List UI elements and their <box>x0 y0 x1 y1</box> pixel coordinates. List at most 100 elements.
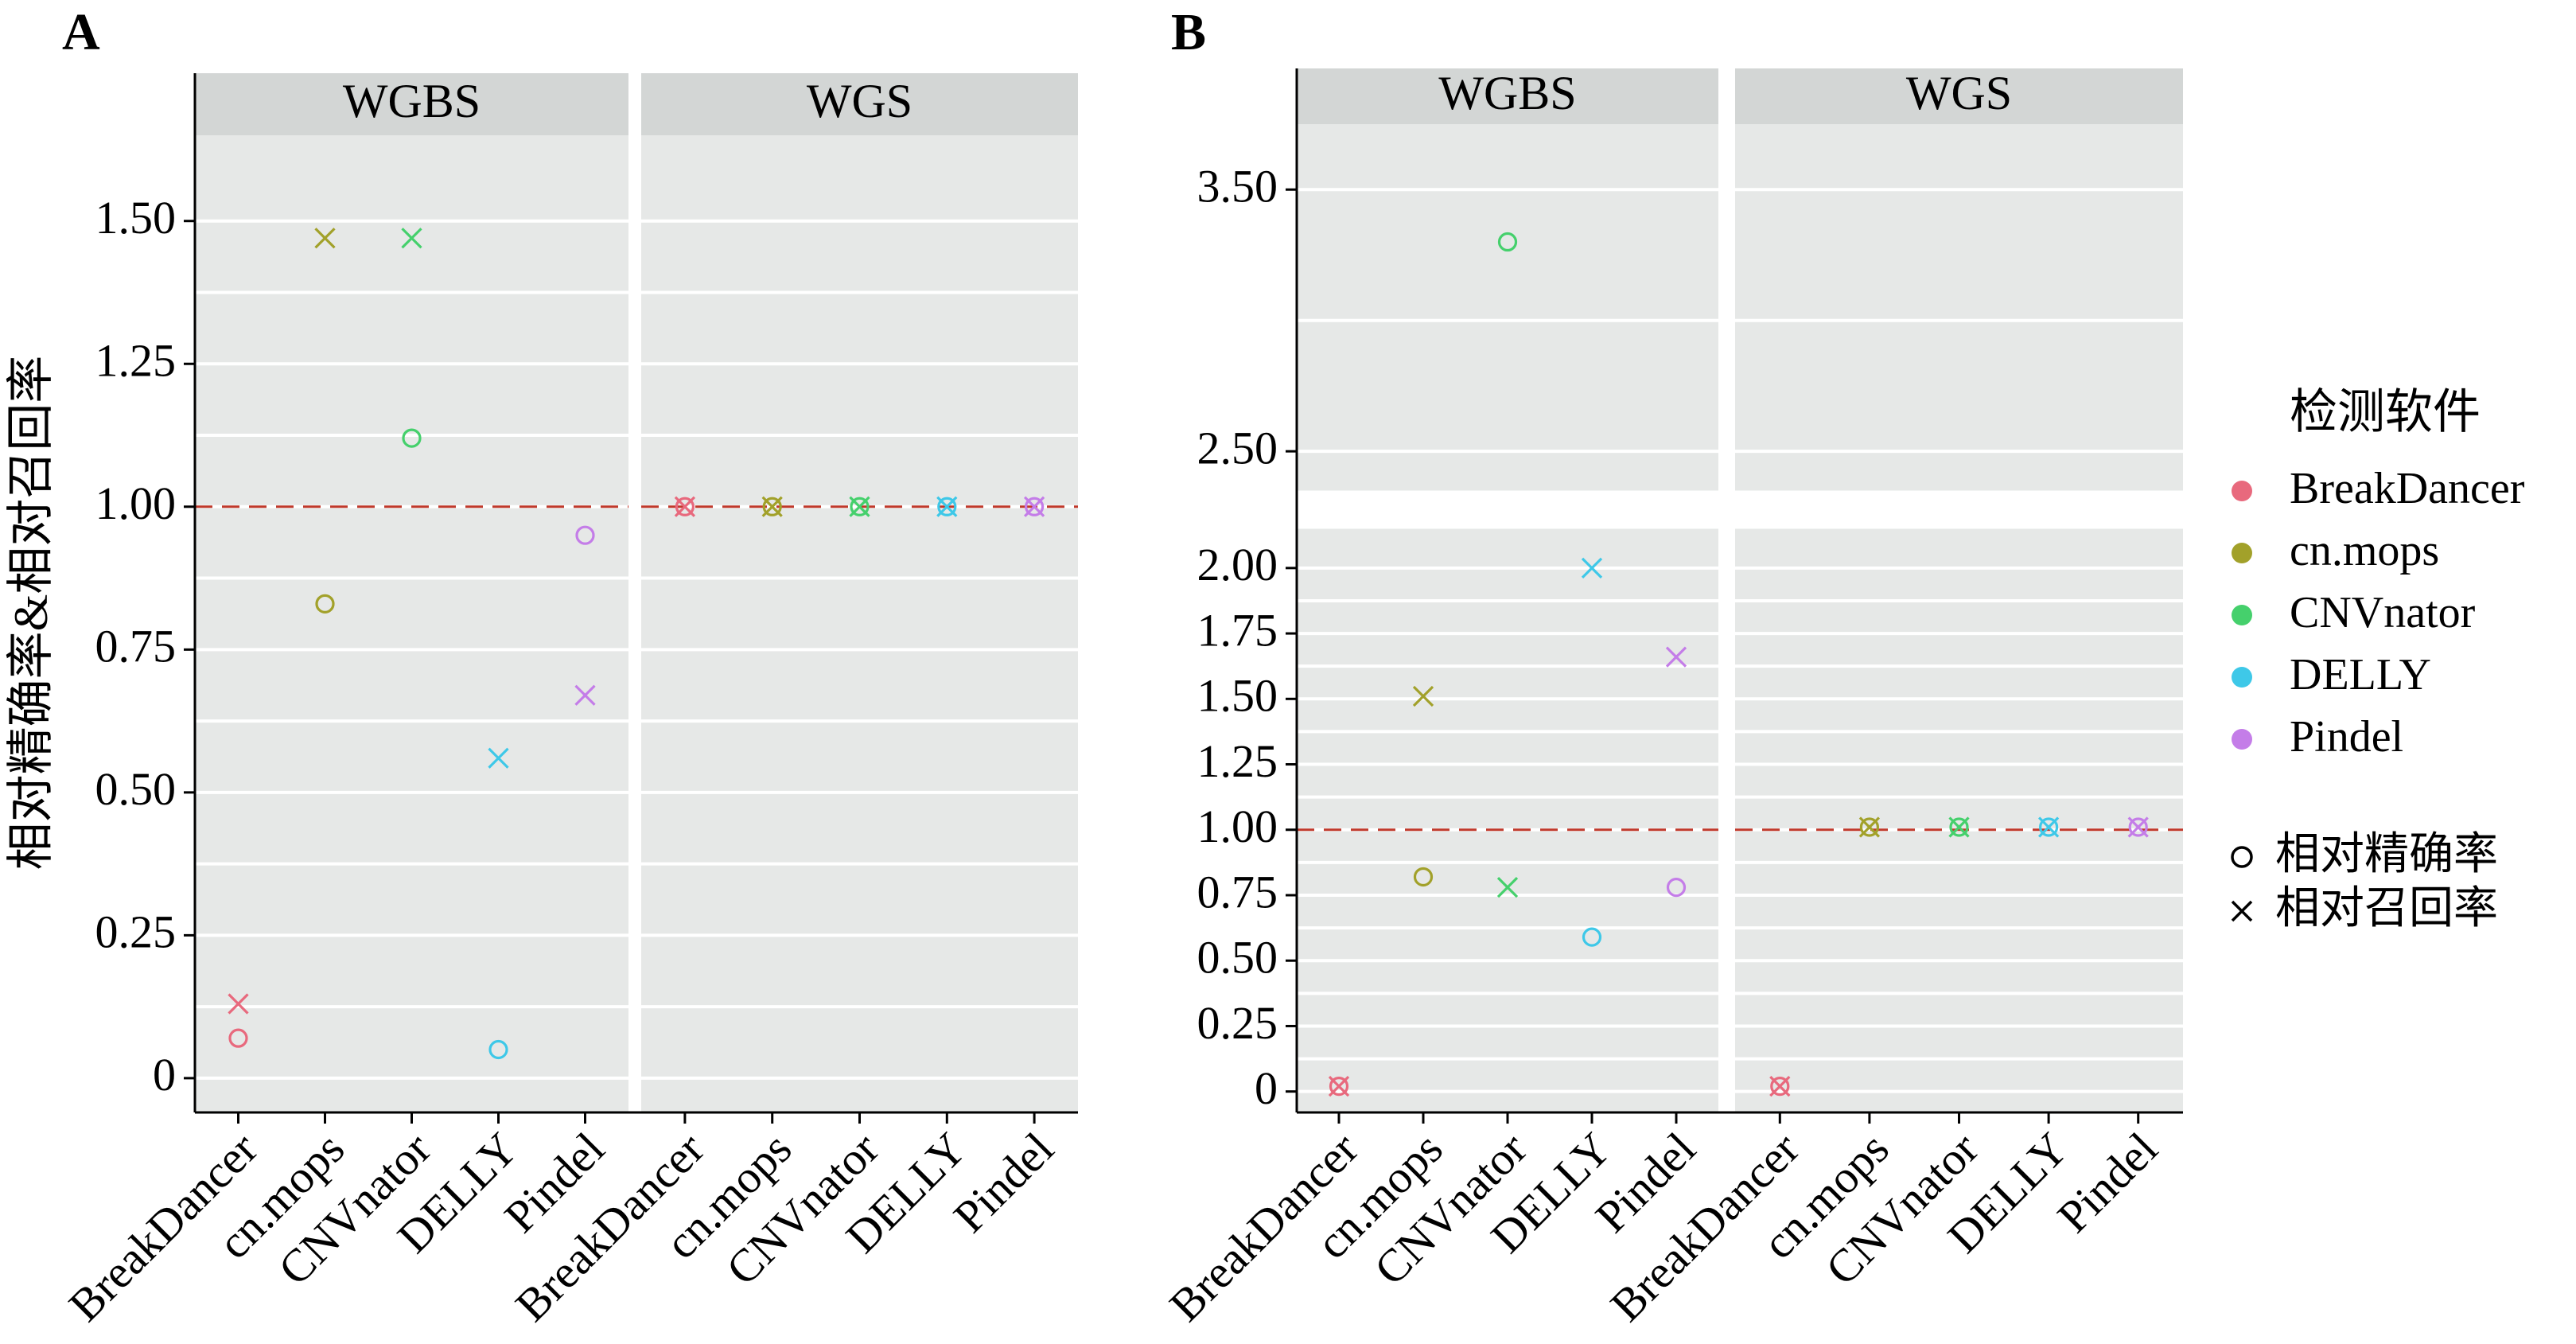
legend-label: cn.mops <box>2290 526 2439 575</box>
facet-label-wgs: WGS <box>807 75 912 127</box>
facet-strip <box>1297 68 1718 124</box>
legend-item-cnvnator: CNVnator <box>2232 588 2476 637</box>
precision-point-cnmops <box>315 594 335 614</box>
recall-cross-stroke <box>314 228 336 249</box>
recall-cross-stroke <box>936 496 958 517</box>
recall-point-breakdancer <box>674 496 696 517</box>
recall-cross-stroke <box>488 747 509 769</box>
facet-strip <box>195 73 628 135</box>
legend-metric-circle: 相对精确率 <box>2231 830 2498 879</box>
precision-point-breakdancer <box>1329 1077 1349 1097</box>
y-tick-label: 1.00 <box>95 477 177 529</box>
recall-cross-stroke <box>1412 685 1434 707</box>
recall-point-cnmops <box>1858 816 1881 838</box>
legend-cross-marker <box>2231 900 2253 922</box>
legend-metric-label: 相对召回率 <box>2275 884 2498 933</box>
y-tick-label: 2.50 <box>1197 422 1278 473</box>
recall-point-pindel <box>1023 496 1045 517</box>
recall-cross-stroke <box>1328 1075 1350 1097</box>
recall-cross-stroke <box>1496 876 1519 898</box>
panel-a: WGBSBreakDancercn.mopsCNVnatorDELLYPinde… <box>59 73 1078 1331</box>
recall-cross-stroke <box>1023 496 1045 517</box>
legend-swatch <box>2232 481 2252 501</box>
precision-point-breakdancer <box>228 1028 248 1048</box>
facet-separator <box>628 73 641 1112</box>
recall-point-breakdancer <box>1328 1075 1350 1097</box>
panel-letter-b: B <box>1171 3 1206 61</box>
y-tick-label: 0 <box>153 1049 176 1101</box>
facet-label-wgs: WGS <box>1906 67 2012 119</box>
precision-point-delly <box>2039 817 2059 837</box>
y-tick-label: 1.25 <box>95 335 177 387</box>
precision-point-cnvnator <box>402 428 422 448</box>
recall-point-pindel <box>574 684 596 706</box>
recall-point-pindel <box>1665 646 1687 668</box>
y-tick-label: 1.00 <box>1197 801 1278 852</box>
legend-circle-marker <box>2231 846 2253 868</box>
y-tick-label: 1.25 <box>1197 735 1278 787</box>
precision-point-pindel <box>2128 817 2148 837</box>
recall-cross-stroke <box>1769 1075 1791 1097</box>
y-tick-label: 0.50 <box>95 763 177 815</box>
recall-cross-stroke <box>1581 557 1603 579</box>
y-tick-label: 1.50 <box>1197 670 1278 722</box>
recall-point-breakdancer <box>1769 1075 1791 1097</box>
recall-cross-stroke <box>228 993 249 1015</box>
y-tick-label: 0.25 <box>95 906 177 958</box>
legend-metric-cross: 相对召回率 <box>2231 884 2498 933</box>
y-tick-label: 0.50 <box>1197 932 1278 984</box>
legend-item-breakdancer: BreakDancer <box>2232 464 2525 513</box>
legend-label: Pindel <box>2290 712 2403 762</box>
precision-point-delly <box>488 1039 508 1060</box>
recall-point-delly <box>2037 816 2060 838</box>
precision-point-delly <box>937 497 957 516</box>
recall-cross-stroke <box>1858 816 1881 838</box>
legend-swatch <box>2232 605 2252 625</box>
recall-point-cnmops <box>314 228 336 249</box>
recall-point-cnvnator <box>401 228 422 249</box>
facet-strip <box>641 73 1078 135</box>
legend-item-cnmops: cn.mops <box>2232 526 2439 575</box>
legend-metric-label: 相对精确率 <box>2275 830 2498 879</box>
precision-point-delly <box>1582 927 1602 947</box>
recall-point-cnmops <box>761 496 783 517</box>
precision-point-breakdancer <box>675 497 695 516</box>
precision-point-cnvnator <box>1949 817 1969 837</box>
facet-label-wgbs: WGBS <box>343 75 481 127</box>
y-tick-label: 1.75 <box>1197 604 1278 656</box>
legend-item-delly: DELLY <box>2232 650 2431 699</box>
precision-point-pindel <box>1024 497 1045 516</box>
x-tick-label: Pindel <box>944 1123 1064 1243</box>
recall-cross-stroke <box>574 684 596 706</box>
recall-point-cnvnator <box>849 496 870 517</box>
facet-background <box>1735 68 2183 1112</box>
facet-strip <box>1735 68 2183 124</box>
recall-cross-stroke <box>1665 646 1687 668</box>
axis-break <box>1297 490 1718 529</box>
recall-point-pindel <box>2127 816 2149 838</box>
legend-label: BreakDancer <box>2290 464 2525 513</box>
recall-cross-stroke <box>761 496 783 517</box>
panel-letter-a: A <box>62 3 100 61</box>
recall-point-delly <box>488 747 509 769</box>
precision-point-cnvnator <box>1497 232 1518 252</box>
y-tick-label: 1.50 <box>95 192 177 243</box>
y-tick-label: 3.50 <box>1197 161 1278 212</box>
facet-label-wgbs: WGBS <box>1438 67 1576 119</box>
recall-point-cnmops <box>1412 685 1434 707</box>
precision-point-breakdancer <box>1770 1077 1790 1097</box>
legend-title: 检测软件 <box>2290 386 2481 438</box>
precision-point-cnmops <box>1413 867 1434 887</box>
y-tick-label: 0.25 <box>1197 997 1278 1049</box>
precision-point-cnmops <box>1859 817 1879 837</box>
recall-cross-stroke <box>674 496 696 517</box>
recall-point-delly <box>936 496 958 517</box>
facet-background <box>641 73 1078 1112</box>
y-axis-label: 相对精确率&相对召回率 <box>5 356 57 871</box>
precision-point-cnvnator <box>850 497 870 516</box>
recall-point-cnvnator <box>1948 816 1970 838</box>
recall-cross-stroke <box>1948 816 1970 838</box>
facet-background <box>1297 68 1718 1112</box>
recall-cross-stroke <box>401 228 422 249</box>
facet-separator <box>1718 68 1735 1112</box>
